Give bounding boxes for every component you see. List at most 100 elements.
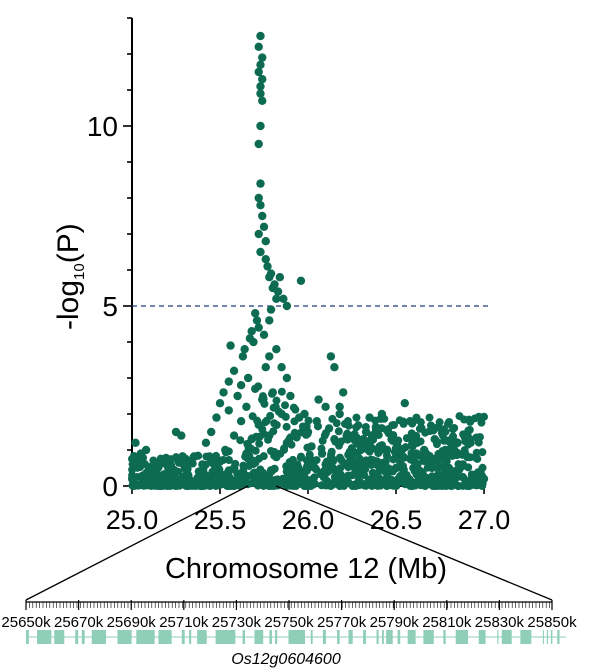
data-point xyxy=(258,392,267,401)
data-point xyxy=(292,468,301,477)
data-point xyxy=(145,481,154,490)
data-point xyxy=(233,391,242,401)
gene-exon xyxy=(181,630,185,644)
data-point xyxy=(266,411,275,420)
data-point xyxy=(276,449,285,458)
data-point xyxy=(243,439,252,448)
data-point xyxy=(259,222,269,231)
data-point xyxy=(414,465,423,474)
data-point xyxy=(464,426,473,435)
data-point xyxy=(259,452,268,461)
data-point xyxy=(459,449,468,458)
gene-exon xyxy=(310,630,313,644)
data-point xyxy=(286,433,295,442)
data-point xyxy=(254,229,263,239)
data-point xyxy=(298,422,307,431)
data-point xyxy=(219,388,228,397)
data-point xyxy=(282,422,291,431)
x-axis-label: Chromosome 12 (Mb) xyxy=(165,553,447,585)
data-point xyxy=(394,436,403,445)
data-point xyxy=(272,396,281,405)
zoom-line-right xyxy=(275,485,553,601)
data-point xyxy=(204,480,213,489)
data-point xyxy=(455,465,464,474)
data-point xyxy=(254,323,263,332)
x-tick-label: 26.0 xyxy=(282,505,335,535)
data-point xyxy=(310,479,319,488)
data-point xyxy=(256,247,265,257)
data-point xyxy=(406,455,415,464)
data-point xyxy=(442,472,451,481)
data-point xyxy=(258,425,267,434)
data-point xyxy=(131,438,140,447)
data-point xyxy=(443,451,452,460)
gene-track-tick-label: 25650k xyxy=(1,614,51,631)
data-point xyxy=(339,388,348,397)
data-point xyxy=(343,475,352,484)
data-point xyxy=(230,481,239,490)
data-point xyxy=(334,427,343,436)
data-point xyxy=(320,431,329,440)
gene-exon xyxy=(337,630,340,644)
data-point xyxy=(177,431,186,440)
data-point xyxy=(335,402,344,411)
data-point xyxy=(240,345,249,354)
data-point xyxy=(358,442,367,451)
data-point xyxy=(263,262,272,271)
data-point xyxy=(355,454,364,463)
data-point xyxy=(271,402,280,411)
gene-exon xyxy=(363,630,366,644)
data-point xyxy=(302,481,311,490)
data-point xyxy=(261,255,270,264)
data-point xyxy=(304,416,313,425)
data-point xyxy=(189,452,198,461)
data-point xyxy=(141,445,151,455)
data-point xyxy=(435,418,444,427)
data-point xyxy=(254,67,263,77)
data-point xyxy=(285,458,294,467)
data-point xyxy=(415,424,424,433)
gene-exon xyxy=(497,630,499,644)
data-point xyxy=(262,478,271,487)
gene-track-minor-ticks xyxy=(25,602,550,608)
data-point xyxy=(461,437,470,446)
data-point xyxy=(335,453,344,462)
data-point xyxy=(358,480,367,489)
data-point xyxy=(313,422,322,431)
data-point xyxy=(136,463,145,472)
data-point xyxy=(345,462,354,471)
data-point xyxy=(287,440,296,449)
data-point xyxy=(354,421,363,430)
data-point xyxy=(405,479,414,488)
data-point xyxy=(256,201,265,210)
data-point xyxy=(336,470,345,479)
data-point xyxy=(335,409,344,419)
gene-exon xyxy=(242,630,245,644)
y-axis-label: -log10(P) xyxy=(52,223,88,330)
data-point xyxy=(244,454,253,463)
data-point xyxy=(444,437,453,446)
data-point xyxy=(377,441,386,450)
data-point xyxy=(254,42,263,51)
data-point xyxy=(478,448,487,457)
data-point xyxy=(270,280,279,289)
gene-track-tick-label: 25810k xyxy=(422,614,472,631)
gene-exon xyxy=(407,630,416,644)
data-point xyxy=(388,421,397,430)
data-point xyxy=(423,463,432,472)
data-point xyxy=(243,373,253,383)
data-point xyxy=(139,471,148,480)
data-point xyxy=(269,480,278,489)
data-point xyxy=(238,352,248,361)
data-point xyxy=(478,463,487,472)
data-point xyxy=(207,427,216,437)
data-point xyxy=(330,473,339,482)
gene-track-tick-label: 25670k xyxy=(54,614,104,631)
data-point xyxy=(402,434,411,443)
data-point xyxy=(150,467,159,476)
data-point xyxy=(236,417,246,426)
gene-exon xyxy=(158,630,172,644)
gene-track-tick-label: 25830k xyxy=(475,614,525,631)
gene-exon xyxy=(501,630,512,644)
data-point xyxy=(261,418,270,427)
